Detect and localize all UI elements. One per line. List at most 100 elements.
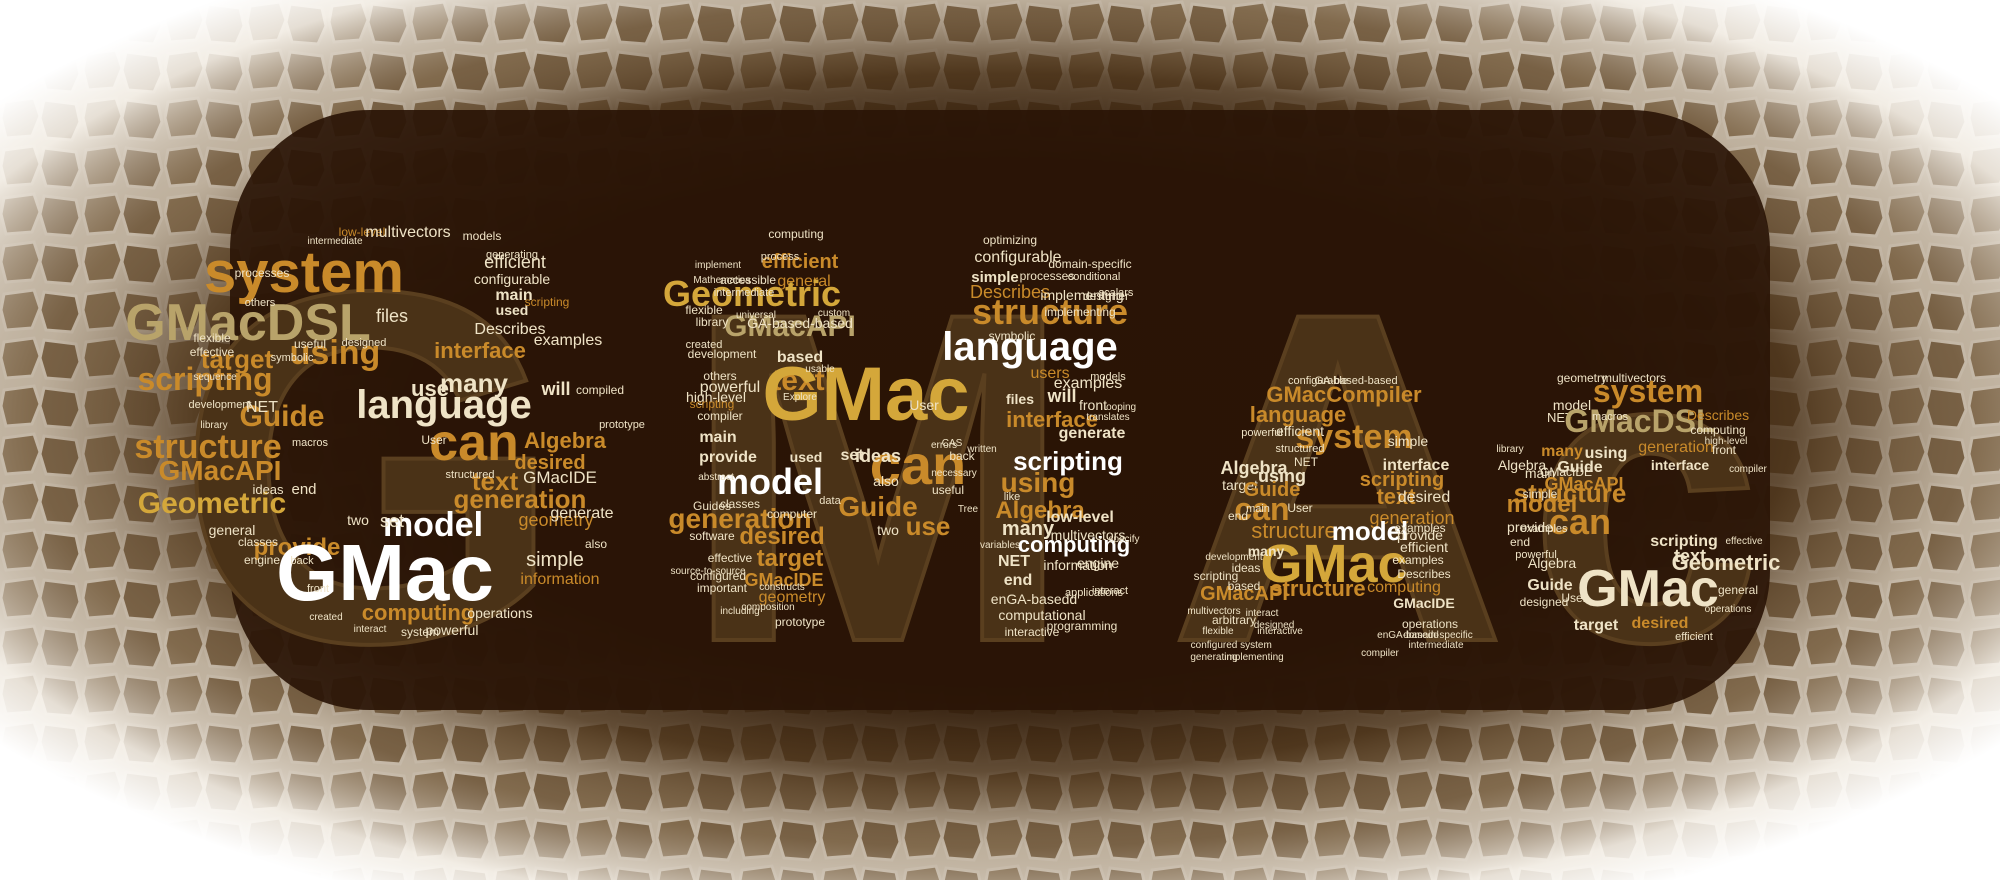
cloud-word: flexible	[685, 303, 723, 317]
cloud-word: User	[1561, 591, 1586, 605]
cloud-word: multivectors	[365, 224, 450, 241]
cloud-word: effective	[1725, 536, 1762, 547]
cloud-word: scripting	[525, 295, 570, 309]
cloud-word: GMacIDE	[523, 468, 597, 487]
cloud-word: GMac	[276, 528, 494, 617]
cloud-word: also	[585, 537, 607, 551]
cloud-word: model	[1332, 516, 1409, 546]
cloud-word: compiler	[1361, 648, 1399, 659]
cloud-word: also	[873, 473, 899, 489]
cloud-word: configured	[1191, 640, 1238, 651]
cloud-word: configurable	[974, 249, 1061, 266]
cloud-word: development	[688, 347, 757, 361]
cloud-word: set	[380, 511, 404, 531]
cloud-word: model	[1553, 397, 1591, 413]
cloud-word: specify	[1108, 534, 1139, 545]
cloud-word: using	[1258, 466, 1306, 486]
cloud-word: GMacDSL	[1564, 403, 1715, 439]
cloud-word: source-to-source	[670, 566, 745, 577]
cloud-word: model	[717, 461, 823, 502]
cloud-word: ideas	[1232, 561, 1261, 575]
cloud-word: scripting	[1013, 446, 1123, 476]
cloud-word: accessible	[720, 273, 776, 287]
cloud-word: general	[209, 522, 256, 538]
cloud-word: implementing	[1044, 305, 1115, 319]
cloud-word: text	[1674, 546, 1706, 566]
cloud-word: interface	[434, 338, 526, 363]
cloud-word: GMac	[763, 352, 970, 437]
cloud-word: Geometric	[138, 487, 286, 520]
cloud-word: GA-based-based	[1314, 375, 1397, 387]
cloud-word: sequence	[193, 372, 237, 383]
cloud-word: simple	[1523, 487, 1558, 501]
cloud-word: two	[347, 512, 369, 528]
cloud-word: effective	[708, 551, 753, 565]
cloud-word: symbolic	[989, 329, 1036, 343]
cloud-word: development	[1205, 552, 1262, 563]
cloud-word: interface	[1006, 407, 1098, 432]
cloud-word: conditional	[1068, 271, 1121, 283]
cloud-word: arbitrary	[1212, 613, 1256, 627]
cloud-word: set	[840, 447, 864, 464]
cloud-word: intermediate	[714, 287, 775, 299]
cloud-word: domain-specific	[1403, 630, 1472, 641]
cloud-word: multivectors	[1187, 606, 1240, 617]
cloud-word: looping	[1104, 402, 1136, 413]
cloud-word: low-level	[1046, 509, 1114, 526]
cloud-word: generation	[454, 484, 587, 514]
cloud-word: end	[1510, 535, 1530, 549]
cloud-word: interface	[1651, 457, 1710, 473]
cloud-word: classes	[720, 497, 760, 511]
cloud-word: GMac	[1577, 560, 1719, 618]
cloud-word: many	[1248, 543, 1285, 559]
cloud-word: multivectors	[1051, 527, 1126, 543]
cloud-word: computational	[998, 607, 1085, 623]
cloud-word: Describes	[1397, 567, 1450, 581]
cloud-word: many	[440, 368, 508, 398]
cloud-word: target	[1574, 617, 1619, 634]
cloud-word: structure	[1514, 478, 1627, 508]
cloud-word: language	[1250, 402, 1347, 427]
cloud-word: configurable	[474, 271, 550, 287]
cloud-word: library	[200, 420, 227, 431]
cloud-word: Tree	[958, 504, 979, 515]
cloud-word: desired	[1632, 615, 1689, 632]
cloud-word: back	[290, 555, 314, 567]
cloud-word: desired	[514, 452, 585, 474]
cloud-word: used	[496, 302, 529, 318]
core-glow	[180, 130, 1820, 730]
cloud-word: flexible	[193, 331, 231, 345]
cloud-word: GMacAPI	[1544, 474, 1623, 494]
cloud-word: applications	[1065, 587, 1124, 599]
cloud-word: text	[1376, 484, 1416, 509]
cloud-word: Guide	[1244, 479, 1301, 501]
cloud-word: use	[906, 511, 951, 541]
cloud-word: efficient	[1400, 539, 1448, 555]
cloud-word: library	[696, 315, 729, 329]
cloud-word: scripting	[1650, 533, 1718, 550]
cloud-word: high-level	[686, 389, 746, 405]
cloud-word: efficient	[484, 252, 546, 272]
cloud-word: system	[1593, 373, 1703, 409]
cloud-word: GMacCompiler	[1266, 382, 1422, 407]
cloud-word: use	[411, 376, 449, 401]
cloud-word: User	[1287, 501, 1312, 515]
cloud-word: variables	[980, 540, 1020, 551]
cloud-word: powerful	[1515, 549, 1557, 561]
cloud-word: GMacIDE	[1393, 595, 1454, 611]
cloud-word: Explore	[783, 392, 817, 403]
cloud-word: general	[777, 273, 830, 290]
cloud-word: designed	[1254, 620, 1295, 631]
cloud-word: interface	[1383, 457, 1450, 474]
cloud-word: others	[703, 369, 736, 383]
cloud-word: low-level	[339, 225, 386, 239]
cloud-word: errors	[931, 440, 957, 451]
cloud-word: computing	[1367, 579, 1441, 596]
cloud-word: designed	[1520, 595, 1569, 609]
cloud-word: useful	[932, 483, 964, 497]
cloud-word: computing	[768, 227, 823, 241]
cloud-word: will	[540, 379, 570, 399]
cloud-word: classes	[238, 535, 278, 549]
cloud-word: generation	[1638, 439, 1714, 456]
cloud-word: important	[697, 581, 748, 595]
